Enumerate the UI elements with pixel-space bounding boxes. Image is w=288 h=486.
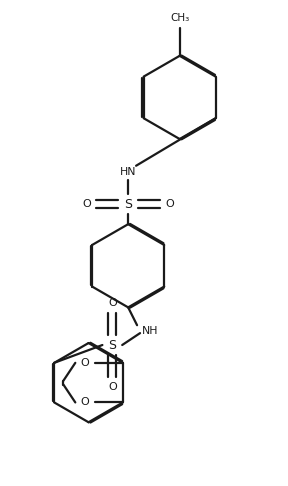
- Text: O: O: [108, 298, 117, 309]
- Text: O: O: [82, 199, 91, 209]
- Text: CH₃: CH₃: [170, 13, 189, 23]
- Text: NH: NH: [142, 326, 158, 336]
- Text: O: O: [165, 199, 174, 209]
- Text: S: S: [124, 198, 132, 211]
- Text: O: O: [81, 358, 90, 368]
- Text: O: O: [81, 398, 90, 407]
- Text: S: S: [108, 339, 116, 351]
- Text: O: O: [108, 382, 117, 392]
- Text: HN: HN: [120, 167, 137, 177]
